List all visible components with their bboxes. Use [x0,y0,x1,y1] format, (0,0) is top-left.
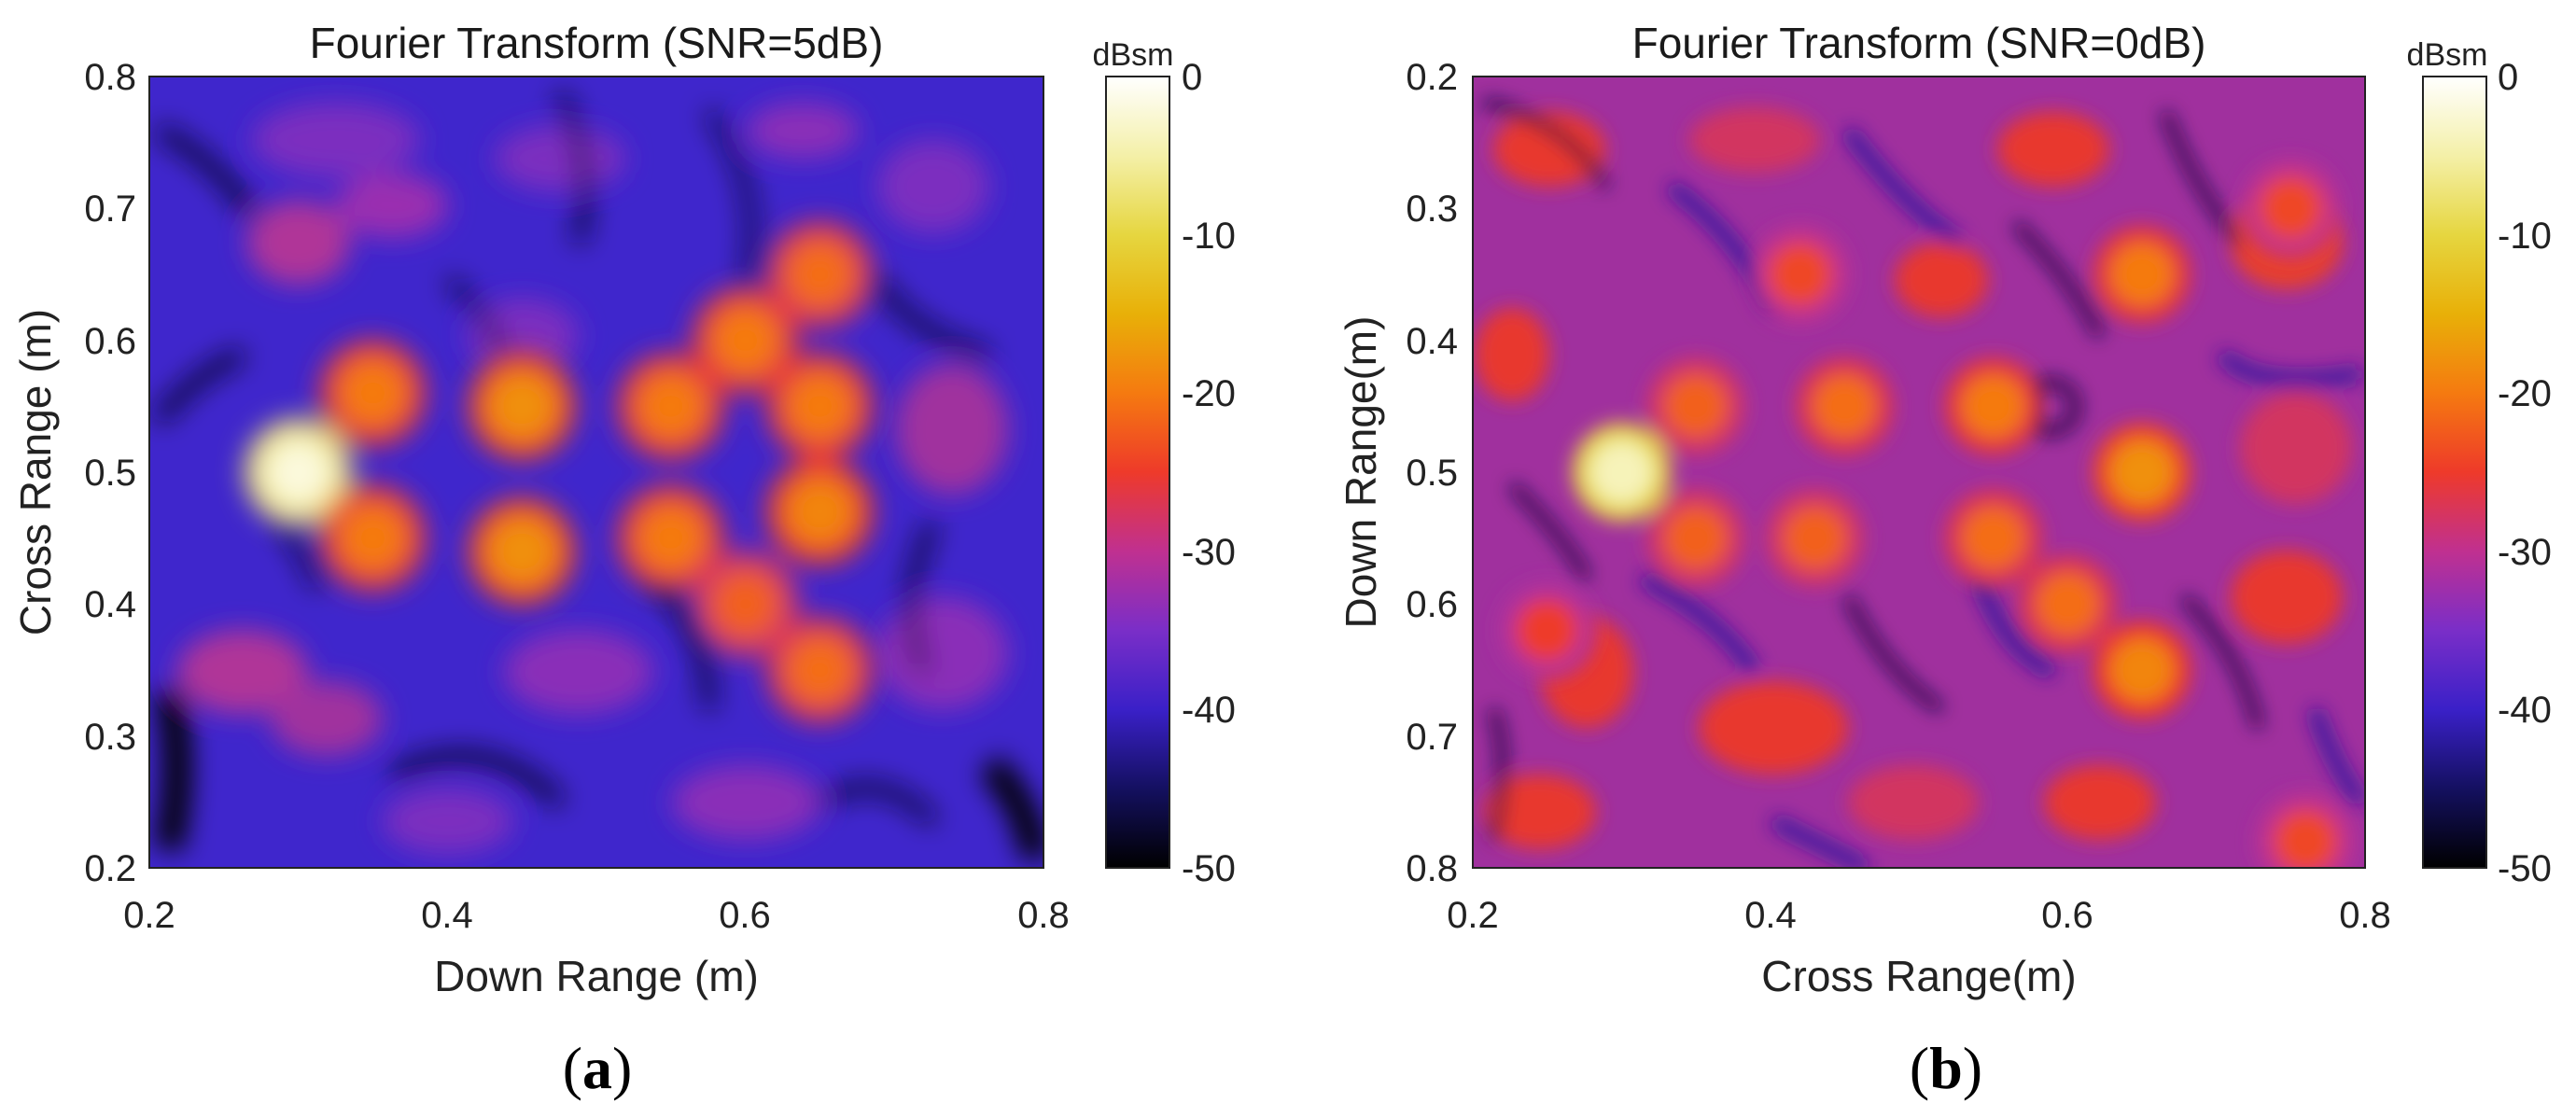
chart-a-y-tick: 0.5 [84,453,136,494]
chart-b-peak [1589,440,1653,504]
chart-a-peak [338,358,408,428]
caption-a-letter: a [582,1035,612,1101]
chart-b-y-tick: 0.8 [1406,848,1458,889]
chart-b-y-ticks: 0.2 0.3 0.4 0.5 0.6 0.7 0.8 [1406,57,1458,889]
chart-a-x-tick: 0.8 [1017,895,1070,936]
chart-b-peaks [1498,159,2355,868]
chart-b-x-tick: 0.6 [2041,895,2093,936]
chart-a-peak [785,240,855,309]
chart-a-peak [263,438,333,507]
chart-a-frame [148,76,1044,869]
chart-b-title: Fourier Transform (SNR=0dB) [1632,19,2206,67]
chart-a-peak [710,305,780,375]
chart-b-peak [1516,599,1579,663]
chart-b-y-tick: 0.5 [1406,453,1458,494]
chart-b-peak [1768,243,1832,306]
chart-a-x-ticks: 0.2 0.4 0.6 0.8 [123,895,1070,936]
chart-a-y-tick: 0.8 [84,57,136,98]
chart-b-peak [1783,507,1847,570]
chart-b-frame [1472,76,2366,869]
chart-b-colorbar-tick: 0 [2498,57,2518,98]
chart-b-y-tick: 0.2 [1406,57,1458,98]
chart-b-xlabel: Cross Range(m) [1761,952,2076,1000]
chart-b-y-tick: 0.4 [1406,321,1458,362]
chart-a-peak [487,517,556,586]
chart-b-peak [1962,507,2025,570]
caption-b-letter: b [1929,1035,1963,1101]
chart-a-y-tick: 0.6 [84,321,136,362]
chart-a-x-tick: 0.4 [421,895,473,936]
chart-b-y-tick: 0.6 [1406,584,1458,625]
chart-a-y-tick: 0.4 [84,584,136,625]
chart-b-colorbar-tick: -50 [2498,848,2552,889]
chart-a-peak [710,569,780,639]
chart-a-heatmap [149,77,1043,868]
chart-a-colorbar-tick: -20 [1182,373,1236,414]
chart-a-colorbar-tick: 0 [1182,57,1202,98]
chart-b-x-ticks: 0.2 0.4 0.6 0.8 [1447,895,2391,936]
chart-a-colorbar-tick: -10 [1182,216,1236,257]
chart-b-peak [2110,638,2174,702]
chart-a-peaks [245,220,874,724]
chart-a-peak [785,371,855,441]
chart-b-peak [1664,507,1728,570]
chart-a-y-tick: 0.2 [84,848,136,889]
chart-b-colorbar-label: dBsm [2407,37,2488,73]
caption-a: (a) [562,1035,633,1101]
chart-a-peak [637,371,706,441]
chart-b-colorbar-tick: -20 [2498,373,2552,414]
chart-a-peak [487,371,556,441]
chart-a-texture [153,91,1043,861]
chart-a-y-ticks: 0.2 0.3 0.4 0.5 0.6 0.7 0.8 [84,57,136,889]
chart-b-heatmap [1473,77,2365,868]
chart-a: Fourier Transform (SNR=5dB) [11,19,1236,1000]
chart-b-peak [2110,440,2174,504]
chart-b-peak [1813,374,1876,438]
chart-a-ylabel: Cross Range (m) [11,309,60,635]
chart-a-colorbar-tick: -50 [1182,848,1236,889]
chart-a-title: Fourier Transform (SNR=5dB) [310,19,884,67]
chart-b-x-tick: 0.2 [1447,895,1499,936]
chart-a-peak [785,635,855,705]
chart-a-peak [338,503,408,573]
chart-b-peak [2274,810,2337,868]
chart-a-y-tick: 0.3 [84,717,136,758]
chart-b-y-tick: 0.3 [1406,188,1458,230]
chart-a-x-tick: 0.6 [719,895,771,936]
chart-b-colorbar-tick: -30 [2498,532,2552,573]
chart-b: Fourier Transform (SNR=0dB) [1337,19,2552,1000]
caption-b: (b) [1909,1035,1983,1101]
chart-a-colorbar-tick: -30 [1182,532,1236,573]
chart-b-peak [2259,176,2322,240]
chart-a-colorbar-tick: -40 [1182,690,1236,731]
chart-b-colorbar-tick: -10 [2498,216,2552,257]
chart-b-colorbar: dBsm 0 -10 -20 -30 -40 -50 [2407,37,2552,889]
chart-b-x-tick: 0.4 [1744,895,1797,936]
chart-a-y-tick: 0.7 [84,188,136,230]
chart-b-peak [1664,374,1728,438]
chart-b-peak [2036,572,2099,635]
chart-b-peak [1962,374,2025,438]
chart-b-y-tick: 0.7 [1406,717,1458,758]
chart-b-colorbar-tick: -40 [2498,690,2552,731]
chart-b-ylabel: Down Range(m) [1337,316,1385,629]
chart-b-peak [2110,243,2174,306]
chart-a-colorbar: dBsm 0 -10 -20 -30 -40 -50 [1093,37,1236,889]
chart-b-texture [1475,98,2365,868]
chart-a-x-tick: 0.2 [123,895,175,936]
chart-b-x-tick: 0.8 [2339,895,2391,936]
chart-a-peak [637,503,706,573]
chart-a-peak [785,477,855,547]
chart-a-colorbar-label: dBsm [1093,37,1174,73]
chart-a-xlabel: Down Range (m) [434,952,759,1000]
